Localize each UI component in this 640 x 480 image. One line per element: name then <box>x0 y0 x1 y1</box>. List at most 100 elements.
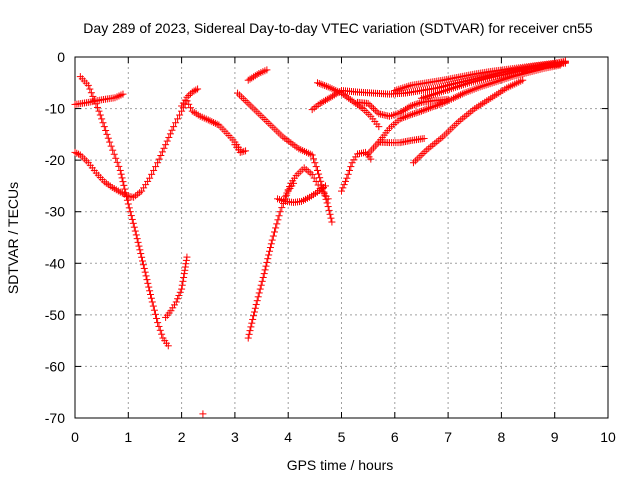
data-point <box>157 152 165 160</box>
data-point <box>323 199 331 207</box>
data-point <box>134 238 142 246</box>
data-point <box>147 291 155 299</box>
data-point <box>317 177 325 185</box>
data-point <box>253 71 261 79</box>
data-point <box>180 273 188 281</box>
data-point <box>401 105 409 113</box>
data-point <box>350 156 358 164</box>
data-point <box>326 210 334 218</box>
data-point <box>149 302 157 310</box>
data-point <box>371 106 379 114</box>
data-point <box>425 104 433 112</box>
grid-lines <box>75 57 608 418</box>
data-point <box>250 308 258 316</box>
data-point <box>314 166 322 174</box>
x-tick-label: 3 <box>231 429 239 445</box>
data-point <box>150 306 158 314</box>
data-point <box>139 261 147 269</box>
data-point <box>264 255 272 263</box>
x-tick-label: 8 <box>498 429 506 445</box>
data-point <box>373 108 381 116</box>
data-point <box>185 92 193 100</box>
data-point <box>241 96 249 104</box>
data-point <box>265 251 273 259</box>
data-point <box>403 104 411 112</box>
data-point <box>343 174 351 182</box>
data-point <box>319 81 327 89</box>
data-point <box>327 214 335 222</box>
data-point <box>199 410 207 418</box>
data-point <box>185 100 193 108</box>
data-point <box>260 270 268 278</box>
data-point <box>174 115 182 123</box>
data-point <box>107 142 115 150</box>
data-point <box>239 95 247 103</box>
data-point <box>257 281 265 289</box>
y-tick-label: -70 <box>45 410 65 426</box>
data-point <box>457 91 465 99</box>
data-point <box>453 93 461 101</box>
data-point <box>194 85 202 93</box>
data-point <box>246 327 254 335</box>
data-point <box>272 224 280 232</box>
data-point <box>181 266 189 274</box>
data-point <box>235 91 243 99</box>
data-point <box>174 295 182 303</box>
data-point <box>417 151 425 159</box>
data-point <box>144 279 152 287</box>
data-point <box>266 244 274 252</box>
data-point <box>400 114 408 122</box>
data-point <box>204 116 212 124</box>
data-point <box>421 148 429 156</box>
data-point <box>263 258 271 266</box>
data-point <box>328 218 336 226</box>
data-point <box>449 94 457 102</box>
data-point <box>322 96 330 104</box>
data-point <box>341 177 349 185</box>
data-point <box>262 262 270 270</box>
data-point <box>124 200 132 208</box>
data-point <box>246 75 254 83</box>
data-point <box>416 99 424 107</box>
data-point <box>455 92 463 100</box>
x-tick-label: 0 <box>71 429 79 445</box>
data-point <box>146 287 154 295</box>
data-point <box>168 126 176 134</box>
data-point <box>251 72 259 80</box>
data-point <box>242 147 250 155</box>
data-point <box>71 148 79 156</box>
x-tick-label: 10 <box>600 429 616 445</box>
data-point <box>100 123 108 131</box>
data-point <box>416 108 424 116</box>
data-point <box>420 134 428 142</box>
data-point <box>234 89 242 97</box>
data-point <box>369 105 377 113</box>
y-axis-label: SDTVAR / TECUs <box>5 182 21 294</box>
data-point <box>252 301 260 309</box>
y-tick-label: -20 <box>45 152 65 168</box>
data-point <box>258 277 266 285</box>
data-point <box>367 155 375 163</box>
data-point <box>152 163 160 171</box>
data-point <box>248 74 256 82</box>
data-point <box>131 227 139 235</box>
data-point <box>275 212 283 220</box>
data-point <box>325 94 333 102</box>
data-point <box>405 111 413 119</box>
data-point <box>451 93 459 101</box>
x-tick-label: 4 <box>284 429 292 445</box>
data-point <box>113 158 121 166</box>
data-point <box>244 76 252 84</box>
data-point <box>127 212 135 220</box>
data-point <box>340 181 348 189</box>
data-point <box>172 119 180 127</box>
data-point <box>339 184 347 192</box>
data-point <box>322 82 330 90</box>
data-point <box>153 314 161 322</box>
data-point <box>330 91 338 99</box>
data-point <box>133 235 141 243</box>
data-point <box>433 101 441 109</box>
data-point <box>176 288 184 296</box>
data-point <box>345 94 353 102</box>
data-point <box>169 304 177 312</box>
